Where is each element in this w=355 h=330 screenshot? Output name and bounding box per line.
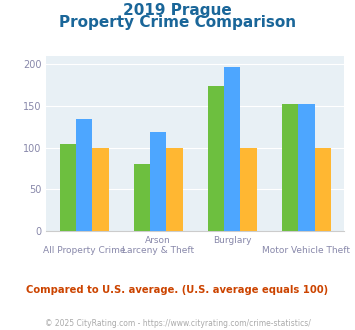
Text: Property Crime Comparison: Property Crime Comparison — [59, 15, 296, 30]
Bar — [92, 148, 109, 231]
Bar — [282, 104, 298, 231]
Bar — [315, 148, 331, 231]
Legend: Prague, Oklahoma, National: Prague, Oklahoma, National — [62, 327, 329, 330]
Bar — [150, 132, 166, 231]
Bar — [134, 164, 150, 231]
Text: Burglary: Burglary — [213, 236, 252, 245]
Bar — [298, 104, 315, 231]
Text: Arson: Arson — [145, 236, 171, 245]
Text: Compared to U.S. average. (U.S. average equals 100): Compared to U.S. average. (U.S. average … — [26, 285, 329, 295]
Bar — [60, 145, 76, 231]
Bar — [76, 118, 92, 231]
Text: 2019 Prague: 2019 Prague — [123, 3, 232, 18]
Text: Larceny & Theft: Larceny & Theft — [122, 246, 194, 255]
Bar — [208, 86, 224, 231]
Bar — [240, 148, 257, 231]
Bar — [224, 67, 240, 231]
Bar — [166, 148, 183, 231]
Text: All Property Crime: All Property Crime — [43, 246, 125, 255]
Text: © 2025 CityRating.com - https://www.cityrating.com/crime-statistics/: © 2025 CityRating.com - https://www.city… — [45, 319, 310, 328]
Text: Motor Vehicle Theft: Motor Vehicle Theft — [262, 246, 350, 255]
